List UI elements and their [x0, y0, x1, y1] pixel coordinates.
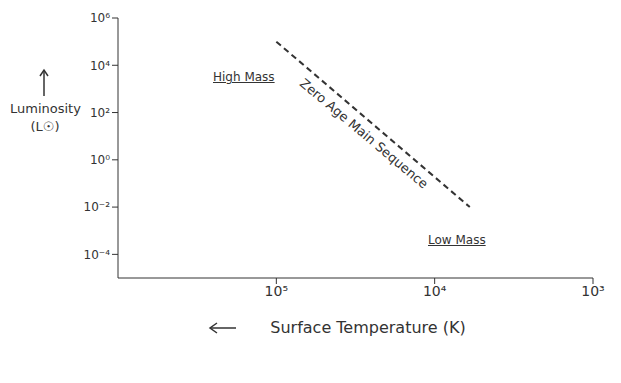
svg-text:10⁴: 10⁴	[90, 59, 110, 73]
svg-text:10³: 10³	[581, 283, 604, 299]
svg-text:10⁻²: 10⁻²	[84, 200, 111, 214]
svg-text:10⁻⁴: 10⁻⁴	[84, 248, 111, 262]
svg-text:10⁶: 10⁶	[90, 11, 110, 25]
svg-text:10²: 10²	[90, 106, 110, 120]
html-text:High Mass: High Mass	[213, 70, 275, 84]
svg-text:10⁴: 10⁴	[423, 283, 447, 299]
svg-text:10⁵: 10⁵	[265, 283, 288, 299]
html-text:Low Mass: Low Mass	[428, 233, 486, 247]
svg-text:10⁰: 10⁰	[90, 153, 110, 167]
html-text:Zero Age Main Sequence: Zero Age Main Sequence	[296, 75, 432, 192]
html-text:Surface Temperature (K): Surface Temperature (K)	[270, 318, 466, 337]
html-text:Luminosity (L☉): Luminosity (L☉)	[10, 101, 81, 134]
